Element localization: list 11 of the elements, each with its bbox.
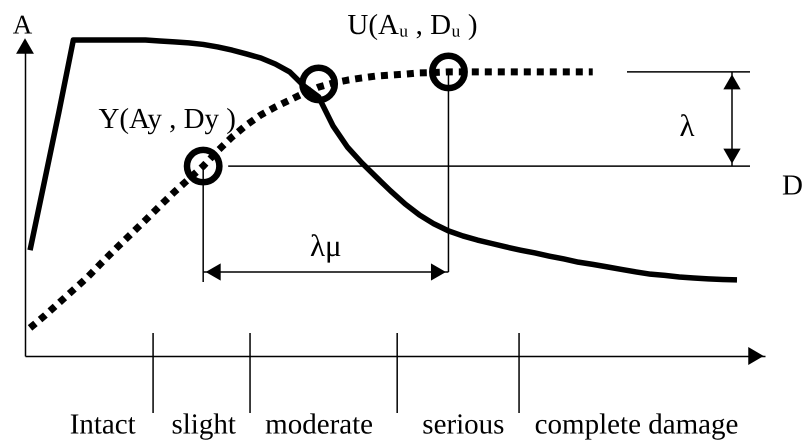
series-label: U(Aᵤ , Dᵤ ) (347, 8, 478, 41)
series-label: Y(Ay , Dy ) (98, 103, 236, 136)
annotation: λμ (310, 228, 342, 263)
x-tick-label: slight (171, 408, 236, 440)
y-axis-title: A (12, 10, 33, 40)
x-axis-title: D (782, 170, 803, 202)
x-tick-label: moderate (265, 408, 374, 440)
x-tick-label: Intact (70, 408, 136, 440)
x-tick-label: serious (422, 408, 504, 440)
x-tick-label: complete damage (534, 408, 738, 440)
annotation: λ (679, 108, 695, 143)
